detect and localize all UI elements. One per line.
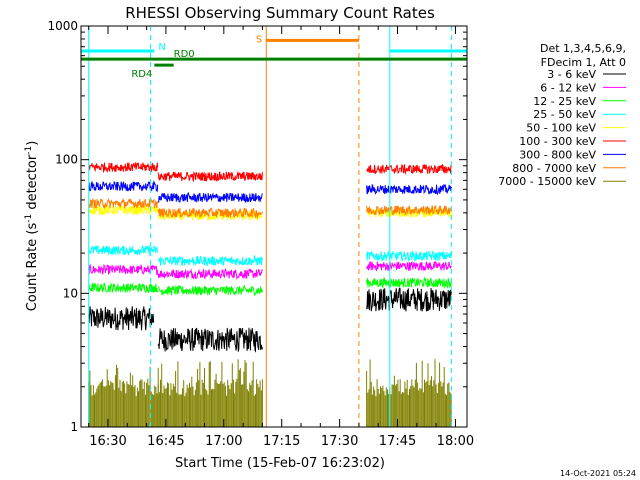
- y-tick-label: 1: [70, 420, 78, 434]
- data-segment: [366, 276, 452, 290]
- y-axis-label-main: Count Rate (s: [25, 223, 40, 312]
- legend-entry-label: 100 - 300 keV: [519, 135, 596, 148]
- x-tick-label: 17:30: [321, 434, 358, 449]
- legend-header-line: Det 1,3,4,5,6,9,: [540, 42, 626, 55]
- series-25-50-kev: [88, 245, 452, 267]
- data-segment: [157, 359, 263, 427]
- legend-entry-label: 12 - 25 keV: [533, 95, 596, 108]
- chart-title: RHESSI Observing Summary Count Rates: [125, 4, 435, 22]
- data-segment: [157, 170, 263, 183]
- data-segment: [366, 250, 452, 263]
- flag-label: RD0: [174, 49, 195, 60]
- flag-label: S: [256, 34, 262, 45]
- data-segment: [88, 245, 159, 257]
- x-tick-label: 16:30: [89, 434, 126, 449]
- y-axis-label-close: ): [25, 141, 40, 146]
- series-layer: [88, 162, 452, 427]
- data-segment: [88, 204, 159, 216]
- data-segment: [88, 162, 159, 174]
- axis-layer: 1 10 100 1000 16:30 16:45 17:00 17:15 17:30 17:45…: [47, 19, 474, 449]
- legend-entry-label: 7000 - 15000 keV: [498, 175, 596, 188]
- legend: Det 1,3,4,5,6,9,FDecim 1, Att 03 - 6 keV…: [498, 42, 626, 188]
- legend-entry-label: 6 - 12 keV: [540, 81, 596, 94]
- y-tick-label: 100: [55, 153, 78, 167]
- flag-label: RD4: [131, 69, 152, 80]
- x-tick-label: 18:00: [437, 434, 474, 449]
- plot-frame: [80, 25, 468, 428]
- y-axis-label-sup: -1: [24, 214, 34, 223]
- legend-entry-label: 25 - 50 keV: [533, 108, 596, 121]
- legend-entry-label: 3 - 6 keV: [547, 68, 596, 81]
- x-tick-label: 17:45: [379, 434, 416, 449]
- data-segment: [88, 306, 155, 331]
- series-100-300-kev: [88, 162, 452, 183]
- legend-header-line: FDecim 1, Att 0: [541, 56, 626, 69]
- data-segment: [157, 191, 263, 204]
- y-axis-label: Count Rate (s-1 detector-1): [24, 141, 40, 312]
- y-axis-label-tail: detector: [25, 154, 40, 214]
- data-segment: [366, 183, 452, 196]
- data-segment: [88, 281, 159, 293]
- footer-timestamp: 14-Oct-2021 05:24: [560, 469, 636, 478]
- data-segment: [366, 287, 452, 312]
- series-12-25-kev: [88, 276, 452, 297]
- x-tick-label: 17:15: [263, 434, 300, 449]
- data-segment: [366, 260, 452, 272]
- series-300-800-kev: [88, 179, 452, 204]
- data-segment: [157, 254, 263, 267]
- y-tick-label: 1000: [47, 19, 78, 33]
- data-segment: [366, 163, 452, 175]
- data-segment: [88, 179, 159, 193]
- series-800-7000-kev: [88, 197, 452, 219]
- data-segment: [157, 267, 263, 280]
- y-tick-label: 10: [63, 286, 78, 300]
- y-axis-label-sup2: -1: [24, 146, 34, 155]
- flag-label: N: [158, 42, 165, 53]
- x-tick-label: 17:00: [205, 434, 242, 449]
- data-segment: [157, 284, 263, 297]
- x-axis-label: Start Time (15-Feb-07 16:23:02): [175, 456, 385, 471]
- series-3-6-kev: [88, 287, 452, 353]
- x-tick-label: 16:45: [147, 434, 184, 449]
- series-7000-15000-kev: [88, 359, 452, 427]
- flag-layer: N RD0 RD4 S: [81, 34, 467, 80]
- legend-entry-label: 50 - 100 keV: [526, 122, 596, 135]
- data-segment: [157, 327, 263, 353]
- data-segment: [88, 197, 159, 210]
- data-segment: [88, 364, 159, 427]
- data-segment: [157, 207, 263, 219]
- marker-layer: [88, 26, 453, 427]
- legend-entry-label: 300 - 800 keV: [519, 148, 596, 161]
- data-segment: [88, 263, 159, 276]
- data-segment: [366, 204, 452, 217]
- data-segment: [366, 359, 452, 427]
- legend-entry-label: 800 - 7000 keV: [512, 162, 596, 175]
- series-6-12-kev: [88, 260, 452, 280]
